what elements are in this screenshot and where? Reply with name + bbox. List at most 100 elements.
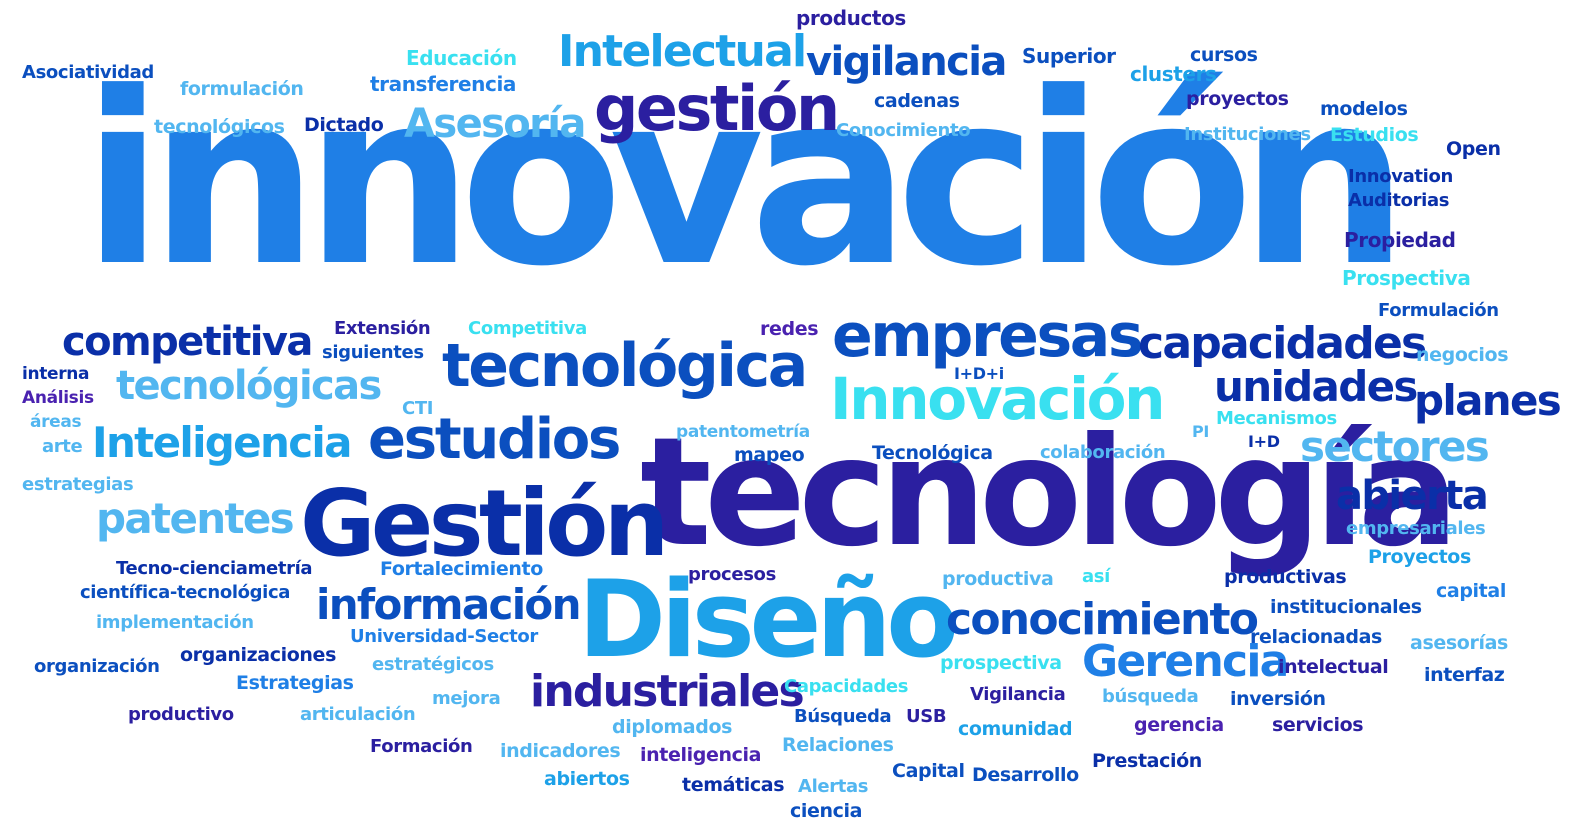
word-asociatividad: Asociatividad: [22, 62, 154, 83]
word-organizacion: organización: [34, 656, 160, 677]
word-vigilancia: vigilancia: [806, 39, 1007, 85]
word-interfaz: interfaz: [1424, 664, 1505, 686]
word-servicios: servicios: [1272, 714, 1364, 736]
word-tematicas: temáticas: [682, 774, 785, 796]
word-fortalecimiento: Fortalecimiento: [380, 558, 543, 580]
word-gerencia: gerencia: [1134, 714, 1224, 736]
word-cadenas: cadenas: [874, 90, 960, 112]
word-abierta: abierta: [1336, 473, 1489, 519]
word-organizaciones: organizaciones: [180, 644, 336, 666]
word-intelectual: intelectual: [1278, 656, 1389, 678]
word-procesos: procesos: [688, 564, 776, 585]
word-asesoria: Asesoría: [404, 101, 586, 147]
word-alertas: Alertas: [798, 776, 869, 797]
word-tecnologica: tecnológica: [442, 331, 808, 401]
word-estrategias-cap: Estrategias: [236, 672, 354, 694]
word-siguientes: siguientes: [322, 342, 424, 363]
word-gestion-cap: Gestión: [300, 470, 669, 577]
word-educacion: Educación: [406, 46, 517, 70]
word-empresariales: empresariales: [1346, 518, 1486, 539]
word-cursos: cursos: [1190, 44, 1258, 66]
word-competitiva: competitiva: [62, 319, 313, 365]
word-prospectiva: prospectiva: [940, 652, 1062, 674]
word-transferencia: transferencia: [370, 72, 517, 96]
word-comunidad: comunidad: [958, 718, 1073, 740]
word-id: I+D: [1248, 432, 1280, 451]
word-formulacion-cap: Formulación: [1378, 300, 1499, 321]
word-gestion: gestión: [594, 72, 840, 145]
word-diseno: Diseño: [578, 558, 959, 681]
word-estrategias: estrategias: [22, 474, 134, 495]
word-empresas: empresas: [832, 301, 1144, 371]
word-open: Open: [1446, 138, 1501, 160]
word-informacion: información: [316, 580, 581, 629]
word-industriales: industriales: [530, 666, 805, 717]
word-clusters: clusters: [1130, 62, 1217, 86]
word-negocios: negocios: [1416, 344, 1509, 366]
word-tecnologia: tecnología: [640, 406, 1459, 580]
word-modelos: modelos: [1320, 98, 1408, 120]
word-unidades: unidades: [1214, 362, 1418, 411]
word-productos: productos: [796, 6, 906, 30]
word-inteligencia-cap: Inteligencia: [92, 418, 352, 467]
word-intelectual-cap: Intelectual: [558, 26, 807, 77]
word-dictado: Dictado: [304, 114, 384, 136]
word-instituciones: Instituciones: [1184, 124, 1311, 145]
word-patentes: patentes: [96, 494, 295, 543]
word-institucionales: institucionales: [1270, 596, 1422, 618]
word-formulacion: formulación: [180, 78, 304, 100]
word-diplomados: diplomados: [612, 716, 733, 738]
word-universidad-sector: Universidad-Sector: [350, 626, 538, 647]
word-usb: USB: [906, 706, 947, 727]
word-pi: PI: [1192, 422, 1210, 441]
word-capital: capital: [1436, 580, 1506, 602]
word-ciencia: ciencia: [790, 800, 863, 822]
word-capacidades: capacidades: [1138, 318, 1427, 369]
word-extension: Extensión: [334, 318, 431, 339]
word-implementacion: implementación: [96, 612, 254, 633]
word-tecno-cienciametria: Tecno-cienciametría: [116, 558, 313, 579]
word-capacidades-cap: Capacidades: [784, 676, 909, 697]
word-proyectos: proyectos: [1186, 88, 1289, 110]
word-innovacion: innovación: [82, 42, 1409, 319]
word-superior: Superior: [1022, 44, 1116, 68]
word-formacion: Formación: [370, 736, 473, 757]
word-innovacion-cap: Innovación: [830, 365, 1165, 433]
word-inversion: inversión: [1230, 688, 1326, 710]
word-busqueda: búsqueda: [1102, 686, 1199, 707]
word-cientifica-tecnologica: científica-tecnológica: [80, 582, 291, 603]
word-colaboracion: colaboración: [1040, 442, 1166, 463]
word-asesorias: asesorías: [1410, 632, 1508, 654]
word-innovation: Innovation: [1348, 166, 1453, 187]
word-tecnologicos: tecnológicos: [154, 116, 285, 138]
word-auditorias: Auditorias: [1348, 190, 1450, 211]
word-prospectiva-cap: Prospectiva: [1342, 266, 1471, 290]
word-estudios-cap: Estudios: [1330, 124, 1419, 146]
word-productivas: productivas: [1224, 566, 1347, 588]
word-arte: arte: [42, 436, 83, 457]
word-redes: redes: [760, 318, 819, 340]
word-desarrollo: Desarrollo: [972, 764, 1079, 786]
word-productiva: productiva: [942, 568, 1054, 590]
word-relaciones: Relaciones: [782, 734, 894, 756]
word-capital-cap: Capital: [892, 760, 965, 782]
word-cti: CTI: [402, 398, 434, 419]
word-gerencia-cap: Gerencia: [1082, 636, 1289, 687]
word-prestacion: Prestación: [1092, 750, 1202, 772]
word-articulacion: articulación: [300, 704, 416, 725]
word-estrategicos: estratégicos: [372, 654, 494, 675]
word-estudios: estudios: [368, 407, 621, 472]
word-proyectos-cap: Proyectos: [1368, 546, 1471, 568]
word-propiedad: Propiedad: [1344, 228, 1456, 252]
word-indicadores: indicadores: [500, 740, 621, 762]
word-mecanismos: Mecanismos: [1216, 408, 1337, 429]
word-analisis: Análisis: [22, 388, 94, 408]
word-inteligencia: inteligencia: [640, 744, 762, 766]
word-areas: áreas: [30, 412, 82, 432]
word-conocimiento-cap: Conocimiento: [836, 120, 971, 141]
word-mejora: mejora: [432, 688, 501, 709]
word-busqueda-cap: Búsqueda: [794, 706, 892, 727]
word-idi: I+D+i: [954, 364, 1004, 383]
word-interna: interna: [22, 364, 90, 384]
